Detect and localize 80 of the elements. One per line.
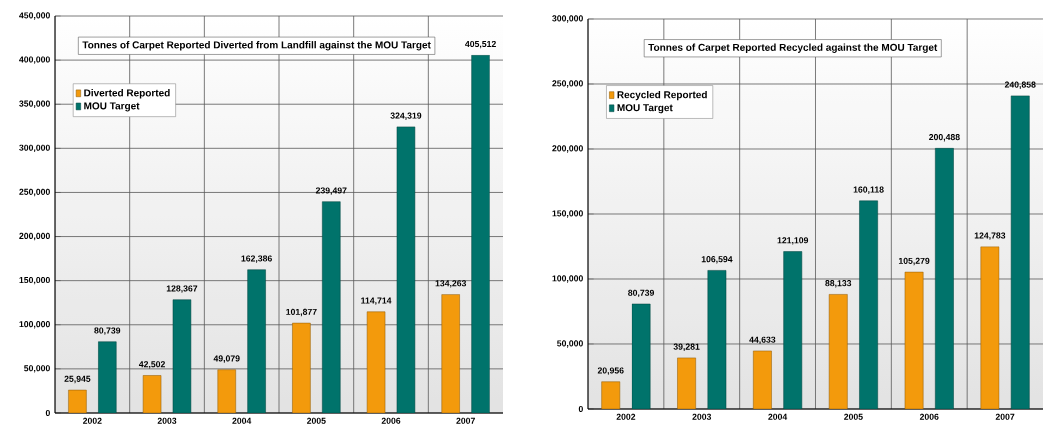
x-tick-label: 2005 [306,417,326,424]
bar [859,200,878,409]
data-label: 88,133 [825,280,852,288]
data-label: 160,118 [853,186,884,194]
data-label: 80,739 [94,327,121,335]
bar [172,299,192,413]
y-tick-label: 400,000 [19,56,50,64]
bar [753,350,772,409]
bar [292,322,311,413]
x-tick-label: 2005 [844,413,863,420]
bar [707,270,727,409]
y-tick-label: 150,000 [552,210,583,218]
y-tick-label: 150,000 [19,276,50,285]
x-tick-label: 2002 [616,413,636,420]
y-tick-label: 50,000 [557,340,583,348]
data-label: 134,263 [435,280,467,288]
y-tick-label: 300,000 [19,144,50,153]
y-tick-label: 300,000 [552,15,583,23]
bar [98,341,117,413]
y-tick-label: 350,000 [19,100,50,108]
data-label: 49,079 [213,355,240,363]
bar [1010,95,1030,409]
data-label: 44,633 [749,336,776,345]
data-label: 324,319 [390,112,422,120]
x-tick-label: 2007 [456,417,475,424]
y-tick-label: 50,000 [24,365,50,373]
y-tick-label: 0 [578,405,583,413]
bar [322,201,341,413]
legend-label: MOU Target [617,104,673,114]
bar [601,381,621,409]
data-label: 25,945 [64,375,91,384]
data-label: 106,594 [701,256,733,264]
y-tick-label: 200,000 [552,145,583,153]
y-tick-label: 250,000 [19,188,50,197]
data-label: 101,877 [286,308,317,317]
bar [396,126,416,413]
x-tick-label: 2006 [381,417,401,424]
bar [631,303,651,409]
data-label: 162,386 [241,255,272,263]
bar [471,54,490,413]
x-tick-label: 2004 [768,413,788,420]
y-tick-label: 250,000 [552,80,583,88]
x-tick-label: 2003 [692,413,712,420]
x-tick-label: 2006 [919,413,939,420]
legend-label: Recycled Reported [617,90,707,101]
bar [904,271,924,409]
data-label: 39,281 [673,343,700,351]
y-tick-label: 100,000 [552,275,583,283]
data-label: 80,739 [628,289,655,298]
data-label: 20,956 [597,367,624,375]
data-label: 121,109 [777,237,809,245]
legend-label: MOU Target [84,102,140,112]
x-tick-label: 2003 [157,417,177,424]
bar [677,357,696,409]
y-tick-label: 200,000 [19,232,50,241]
text: Tonnes of Carpet Reported Diverted from Landfill against the MOU Target [82,41,431,51]
y-tick-label: 0 [45,409,50,417]
text: Tonnes of Carpet Reported Recycled against the MOU Target [648,43,938,53]
bar [935,148,954,409]
data-label: 405,512 [465,40,496,49]
bar [247,269,266,413]
y-tick-label: 100,000 [19,321,50,329]
x-tick-label: 2004 [232,417,252,424]
data-label: 240,858 [1004,81,1036,89]
data-label: 200,488 [929,134,960,142]
bar [980,246,1000,409]
data-label: 124,783 [974,232,1006,240]
bar [783,251,803,409]
bar [441,294,460,413]
x-tick-label: 2002 [83,417,102,424]
y-tick-label: 450,000 [19,12,50,20]
data-label: 114,714 [361,297,392,305]
data-label: 239,497 [315,187,347,195]
data-label: 42,502 [138,361,165,369]
bar [828,294,848,409]
bar [217,369,236,413]
data-label: 105,279 [898,257,930,266]
data-label: 128,367 [166,285,198,293]
legend-label: Diverted Reported [84,89,170,99]
x-tick-label: 2007 [995,413,1015,420]
